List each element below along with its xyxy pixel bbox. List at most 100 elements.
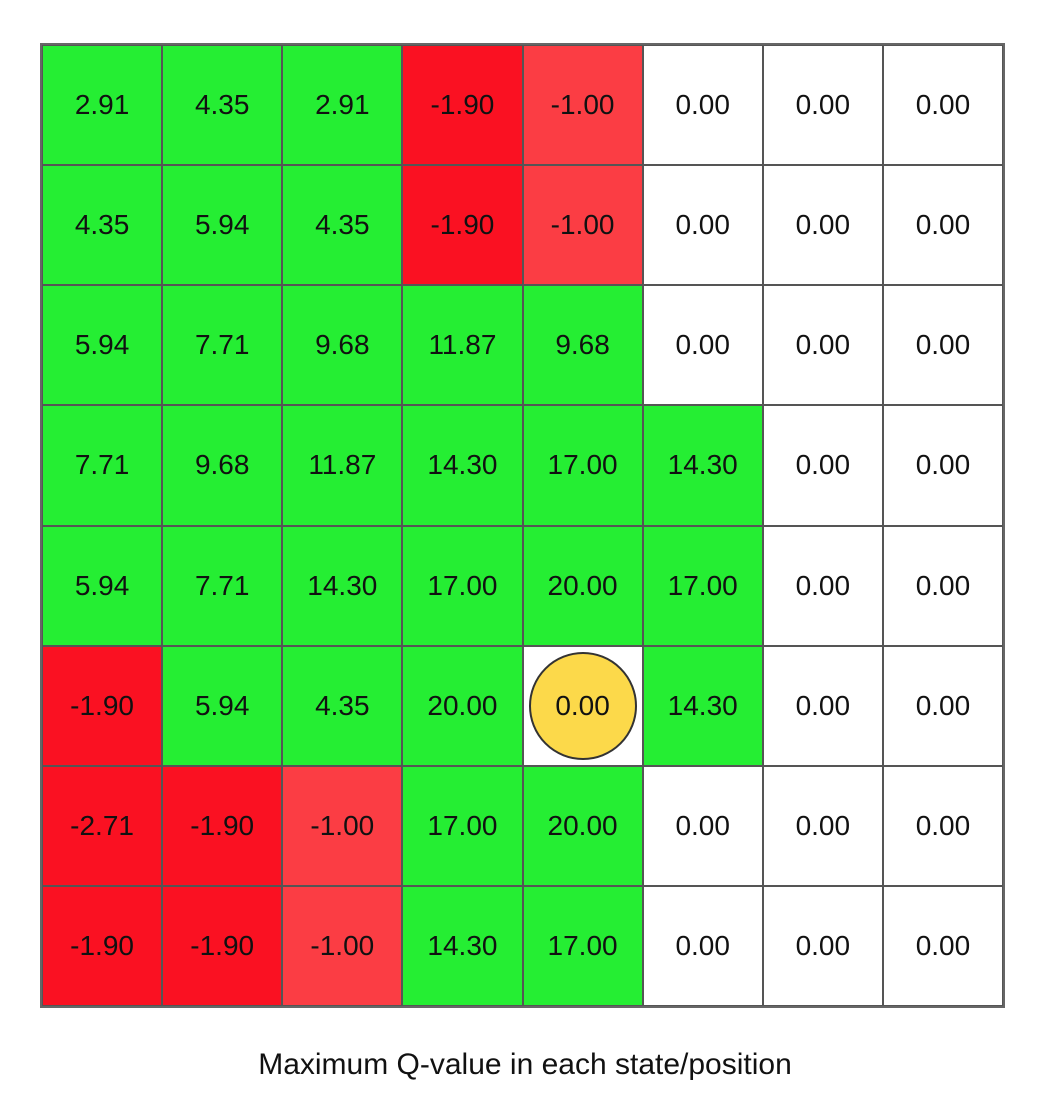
grid-cell: 0.00 [642, 285, 763, 406]
cell-value: 0.00 [795, 449, 851, 481]
grid-cell: 9.68 [162, 405, 283, 526]
cell-value: 7.71 [194, 569, 250, 601]
cell-value: 0.00 [795, 569, 851, 601]
grid-cell: 14.30 [642, 645, 763, 766]
grid-cell: 4.35 [42, 165, 163, 286]
cell-value: 0.00 [675, 329, 730, 361]
grid-cell: 14.30 [282, 525, 403, 646]
cell-value: 7.71 [74, 449, 130, 481]
grid-cell: 20.00 [522, 525, 643, 646]
grid-cell: 0.00 [762, 165, 883, 286]
cell-value: 0.00 [795, 929, 851, 961]
cell-value: 14.30 [667, 449, 738, 481]
cell-value: 4.35 [315, 209, 370, 241]
grid-cell: 4.35 [282, 645, 403, 766]
cell-value: 0.00 [795, 89, 851, 121]
cell-value: 9.68 [194, 449, 250, 481]
grid-cell: 2.91 [282, 45, 403, 166]
cell-value: 0.00 [675, 209, 730, 241]
grid-cell: 0.00 [642, 765, 763, 886]
cell-value: 0.00 [915, 689, 971, 721]
grid-cell: 17.00 [402, 765, 523, 886]
grid-cell: -1.00 [522, 45, 643, 166]
grid-cell: 14.30 [402, 885, 523, 1006]
grid-cell: 4.35 [162, 45, 283, 166]
grid-cell: 0.00 [642, 45, 763, 166]
grid-cell: 0.00 [762, 765, 883, 886]
grid-cell: -1.90 [162, 885, 283, 1006]
cell-value: 17.00 [547, 449, 618, 481]
cell-value: 4.35 [74, 209, 130, 241]
grid-cell: 17.00 [642, 525, 763, 646]
grid-cell: 0.00 [882, 525, 1003, 646]
grid-cell: 0.00 [762, 645, 883, 766]
q-value-grid: 2.91 4.35 2.91 -1.90 -1.00 0.00 0.00 0.00 4.35 5.… [40, 43, 1005, 1008]
cell-value: -1.90 [190, 929, 255, 961]
cell-value: 0.00 [915, 449, 971, 481]
grid-cell: 0.00 [882, 645, 1003, 766]
cell-value: 0.00 [915, 329, 971, 361]
caption: Maximum Q-value in each state/position [258, 1048, 792, 1081]
cell-value: 20.00 [547, 809, 618, 841]
cell-value: 0.00 [915, 929, 971, 961]
cell-value: 5.94 [194, 209, 250, 241]
grid-cell: 17.00 [402, 525, 523, 646]
grid-cell: 20.00 [522, 765, 643, 886]
cell-value: 9.68 [315, 329, 370, 361]
grid-cell: -1.00 [282, 885, 403, 1006]
cell-value: 17.00 [427, 569, 498, 601]
cell-value: 0.00 [915, 569, 971, 601]
grid-cell: 4.35 [282, 165, 403, 286]
grid-cell: 0.00 [882, 765, 1003, 886]
grid-cell: -1.90 [162, 765, 283, 886]
grid-cell: -1.90 [402, 45, 523, 166]
grid-cell: 0.00 [882, 45, 1003, 166]
cell-value: 0.00 [555, 689, 610, 721]
grid-cell: 9.68 [282, 285, 403, 406]
cell-value: -1.00 [310, 929, 375, 961]
cell-value: -1.00 [550, 209, 615, 241]
cell-value: 0.00 [795, 809, 851, 841]
grid-cell: -1.90 [42, 645, 163, 766]
grid-cell: 0.00 [882, 405, 1003, 526]
cell-value: -1.90 [70, 929, 134, 961]
grid-cell: 0.00 [762, 405, 883, 526]
grid-cell: 7.71 [42, 405, 163, 526]
cell-value: -1.90 [190, 809, 255, 841]
grid-cell: 5.94 [42, 525, 163, 646]
cell-value: 14.30 [307, 569, 378, 601]
grid-cell: 0.00 [882, 285, 1003, 406]
grid-cell: 5.94 [162, 645, 283, 766]
cell-value: 0.00 [915, 209, 971, 241]
cell-value: 7.71 [194, 329, 250, 361]
grid-cell: 0.00 [762, 525, 883, 646]
cell-value: 5.94 [74, 329, 130, 361]
grid-cell: 0.00 [522, 645, 643, 766]
cell-value: 2.91 [74, 89, 130, 121]
agent-marker: 0.00 [528, 651, 637, 760]
cell-value: 5.94 [74, 569, 130, 601]
cell-value: 9.68 [555, 329, 610, 361]
grid-cell: 0.00 [882, 885, 1003, 1006]
grid-cell: -1.00 [282, 765, 403, 886]
cell-value: 17.00 [547, 929, 618, 961]
cell-value: 4.35 [194, 89, 250, 121]
grid-cell: 7.71 [162, 285, 283, 406]
cell-value: -1.00 [310, 809, 375, 841]
cell-value: -1.90 [430, 209, 495, 241]
grid-cell: 17.00 [522, 885, 643, 1006]
grid-cell: 11.87 [402, 285, 523, 406]
grid-cell: -1.90 [402, 165, 523, 286]
grid-cell: 17.00 [522, 405, 643, 526]
cell-value: 0.00 [795, 329, 851, 361]
cell-value: -1.00 [550, 89, 615, 121]
grid-cell: 0.00 [762, 45, 883, 166]
cell-value: -2.71 [70, 809, 134, 841]
cell-value: 14.30 [667, 689, 738, 721]
cell-value: 0.00 [915, 89, 971, 121]
cell-value: 14.30 [427, 929, 498, 961]
grid-cell: 0.00 [762, 885, 883, 1006]
grid-cell: 5.94 [42, 285, 163, 406]
cell-value: 0.00 [915, 809, 971, 841]
grid-cell: -2.71 [42, 765, 163, 886]
